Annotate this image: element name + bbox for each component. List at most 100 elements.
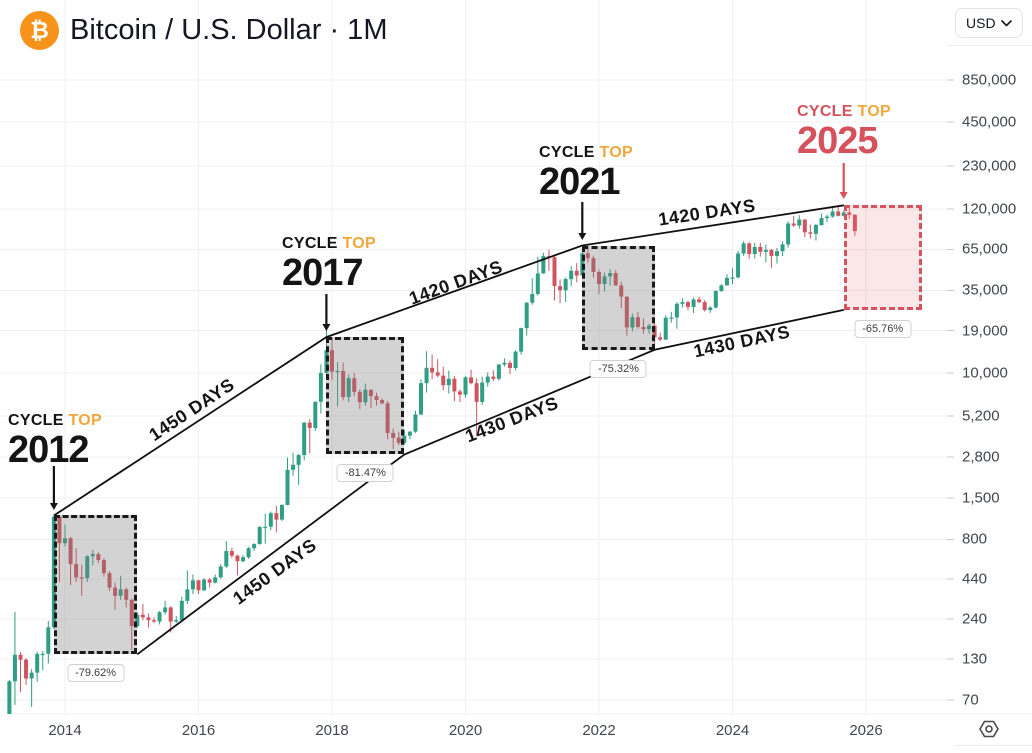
candle-body (647, 325, 652, 330)
candle-body (291, 464, 296, 470)
candle-body (457, 391, 462, 395)
drawdown-label: -75.32% (589, 359, 647, 378)
candle-body (519, 328, 524, 352)
time-axis-label: 2020 (448, 722, 483, 739)
chart-header: ₿ Bitcoin / U.S. Dollar · 1M (20, 11, 387, 50)
candle-body (585, 253, 590, 259)
drawdown-box--65.76%[interactable] (843, 205, 922, 310)
candle-body (480, 382, 485, 402)
candle-body (852, 214, 857, 232)
drawdown-label: -81.47% (336, 464, 394, 483)
candle-body (619, 285, 624, 297)
candle-body (686, 302, 690, 307)
candle-body (691, 299, 696, 307)
candle-body (658, 337, 663, 340)
cycle-top-annotation-2012: CYCLE TOP 2012 (8, 413, 102, 471)
candle-body (157, 612, 162, 622)
chevron-down-icon (1001, 19, 1012, 26)
candle-body (207, 579, 212, 583)
candle-body (12, 654, 17, 682)
candle-body (168, 607, 173, 622)
drawdown-box--81.47%[interactable] (326, 337, 405, 455)
candle-body (830, 211, 835, 217)
candle-body (780, 244, 785, 252)
candle-body (174, 620, 179, 622)
cycle-top-year: 2017 (282, 252, 364, 294)
candle-body (630, 317, 635, 328)
candle-body (341, 370, 346, 398)
candle-body (535, 273, 540, 294)
candle-body (7, 681, 12, 714)
candle-body (558, 286, 563, 291)
candle-body (218, 566, 223, 578)
candle-body (152, 620, 156, 622)
candle-body (18, 654, 23, 660)
candle-body (730, 277, 735, 279)
cycle-top-year: 2012 (8, 429, 90, 471)
price-axis-label: 10,000 (962, 364, 1008, 382)
candle-body (107, 573, 112, 588)
drawdown-label: -79.62% (67, 664, 125, 683)
candle-body (363, 389, 368, 403)
candle-body (413, 414, 418, 432)
drawdown-box--75.32%[interactable] (582, 245, 655, 350)
currency-dropdown[interactable]: USD (955, 8, 1023, 38)
candle-body (819, 218, 824, 226)
price-axis-label: 5,200 (962, 407, 1000, 425)
price-axis-label: 65,000 (962, 240, 1008, 258)
candle-body (118, 589, 123, 596)
cycle-top-year: 2021 (539, 161, 621, 203)
cycle-top-label: CYCLE TOP (282, 235, 376, 252)
candle-body (391, 432, 396, 438)
cycle-top-annotation-2025: CYCLE TOP 2025 (797, 104, 891, 161)
time-axis-label: 2016 (181, 722, 216, 739)
candle-body (40, 653, 45, 656)
candle-body (563, 279, 568, 291)
price-axis-label: 1,500 (962, 489, 1000, 507)
candle-body (46, 627, 51, 654)
candle-body (719, 285, 724, 291)
candle-body (752, 246, 757, 255)
candle-body (90, 554, 95, 557)
candle-body (285, 469, 290, 505)
bitcoin-icon: ₿ (20, 11, 59, 50)
candle-body (257, 527, 262, 545)
candle-body (335, 370, 340, 373)
candle-body (741, 243, 746, 254)
candle-body (307, 422, 312, 428)
candle-body (279, 504, 284, 520)
price-axis-label: 800 (962, 530, 988, 548)
candle-body (708, 307, 713, 311)
candle-body (35, 653, 40, 673)
time-axis-label: 2018 (315, 722, 349, 739)
candle-body (68, 538, 73, 565)
candle-body (786, 223, 791, 245)
cycle-top-arrowhead (839, 192, 848, 199)
candle-body (124, 589, 129, 600)
candle-body (652, 325, 657, 338)
candle-body (763, 249, 768, 252)
candle-body (574, 270, 579, 276)
cycle-top-arrowhead (49, 503, 58, 510)
time-axis-label: 2014 (48, 722, 82, 739)
candle-body (508, 362, 512, 368)
symbol-title: Bitcoin / U.S. Dollar · 1M (70, 14, 388, 46)
price-axis-label: 240 (962, 610, 988, 628)
candle-body (825, 216, 830, 219)
channel-upper-line[interactable] (53, 204, 844, 517)
gear-icon[interactable] (976, 716, 1002, 747)
price-axis-label: 19,000 (962, 322, 1008, 340)
candle-body (29, 672, 34, 679)
candle-body (435, 372, 440, 376)
candle-body (724, 277, 729, 286)
drawdown-box--79.62%[interactable] (53, 515, 138, 655)
channel-lower-line[interactable] (136, 309, 844, 656)
candle-body (235, 555, 240, 562)
candle-body (79, 577, 84, 579)
candle-body (85, 556, 90, 579)
candle-body (591, 258, 596, 272)
candle-body (608, 272, 613, 277)
candle-body (330, 350, 334, 372)
candle-body (424, 367, 429, 384)
candle-body (146, 617, 151, 621)
